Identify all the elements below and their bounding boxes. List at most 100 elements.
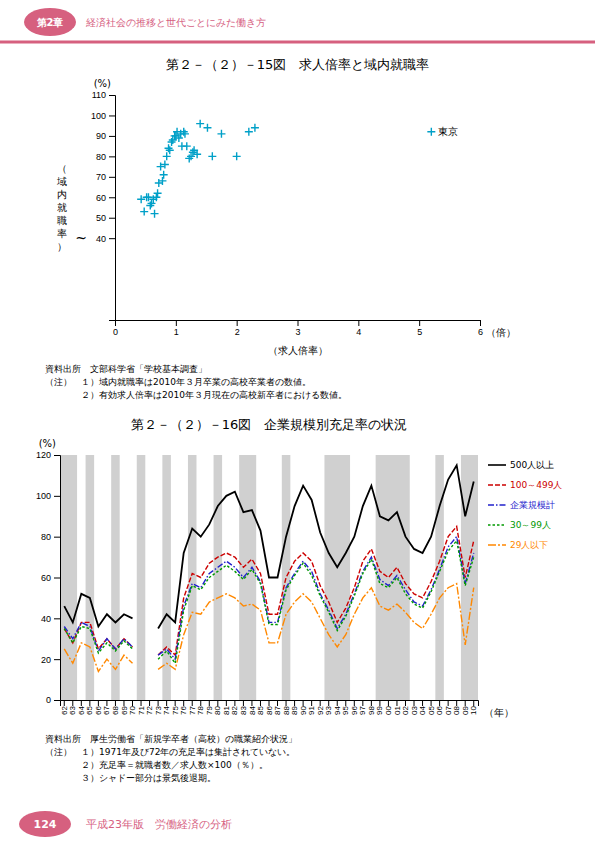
chapter-label: 第2章 bbox=[36, 17, 64, 28]
scatter-point bbox=[233, 152, 241, 160]
shaded-band bbox=[188, 455, 197, 700]
legend-item: 500人以上 bbox=[488, 460, 554, 470]
x-axis-tick-mark bbox=[294, 700, 295, 706]
x-axis-tick-mark bbox=[277, 700, 278, 706]
y-axis-tick: 120 bbox=[36, 450, 60, 460]
series-line bbox=[64, 526, 473, 655]
y-axis-tick-label: 80 bbox=[96, 152, 106, 162]
x-axis-tick-mark bbox=[379, 700, 380, 706]
scatter-point bbox=[251, 124, 259, 132]
x-axis-tick-mark bbox=[132, 700, 133, 706]
legend-swatch bbox=[488, 524, 506, 526]
chart-scatter: 第２－（２）－15図 求人倍率と域内就職率0123456405060708090… bbox=[45, 57, 516, 400]
x-axis-tick-mark bbox=[141, 700, 142, 706]
y-axis-tick: 80 bbox=[41, 532, 60, 542]
y-axis-tick: 80 bbox=[96, 152, 115, 162]
legend-swatch bbox=[488, 504, 506, 506]
x-axis-tick-mark bbox=[192, 700, 193, 706]
x-axis-tick-label: 1 bbox=[174, 327, 179, 337]
x-axis-tick-mark bbox=[98, 700, 99, 706]
legend-label: 30～99人 bbox=[510, 520, 551, 530]
header: 第2章経済社会の推移と世代ごとにみた働き方 bbox=[0, 8, 595, 42]
x-axis-tick-mark bbox=[149, 700, 150, 706]
y-axis: 405060708090100110 bbox=[91, 90, 116, 320]
x-axis-tick-mark bbox=[439, 700, 440, 706]
header-rule bbox=[0, 41, 595, 44]
legend-label: 29人以下 bbox=[510, 540, 548, 550]
x-axis-tick-mark bbox=[320, 700, 321, 706]
x-axis-tick-mark bbox=[237, 320, 238, 326]
y-axis-tick-mark bbox=[109, 115, 115, 116]
scatter-point bbox=[148, 199, 156, 207]
legend-swatch bbox=[488, 544, 506, 546]
y-axis-tick-mark bbox=[54, 659, 60, 660]
x-axis-tick-mark bbox=[303, 700, 304, 706]
scatter-point bbox=[151, 210, 159, 218]
series-line bbox=[64, 584, 473, 672]
x-axis-tick-mark bbox=[480, 320, 481, 326]
scatter-point bbox=[189, 148, 197, 156]
legend: 500人以上100～499人企業規模計30～99人29人以下 bbox=[488, 460, 562, 550]
x-axis-tick-mark bbox=[388, 700, 389, 706]
y-axis-tick-label: 90 bbox=[96, 131, 106, 141]
page-badge bbox=[19, 811, 71, 837]
scatter-point bbox=[155, 179, 163, 187]
plot-area bbox=[137, 120, 435, 218]
x-axis-tick-mark bbox=[115, 700, 116, 706]
shaded-band bbox=[282, 455, 291, 700]
x-axis-tick-mark bbox=[362, 700, 363, 706]
y-axis-tick-mark bbox=[109, 238, 115, 239]
x-label: （求人倍率） bbox=[268, 345, 328, 356]
scatter-point bbox=[154, 189, 162, 197]
shaded-band bbox=[60, 455, 77, 700]
x-axis-tick-mark bbox=[358, 320, 359, 326]
scatter-point bbox=[180, 128, 188, 136]
x-axis-tick-mark bbox=[72, 700, 73, 706]
y-axis-tick-label: 50 bbox=[96, 213, 106, 223]
scatter-point bbox=[245, 128, 253, 136]
x-axis-tick-label: 4 bbox=[356, 327, 361, 337]
note: （注） １）1971年及び72年の充足率は集計されていない。 bbox=[45, 747, 295, 757]
y-axis-tick: 100 bbox=[36, 491, 60, 501]
note: 資料出所 厚生労働省「新規学卒者（高校）の職業紹介状況」 bbox=[45, 734, 297, 744]
x-axis-tick-mark bbox=[226, 700, 227, 706]
y-axis-tick-mark bbox=[54, 455, 60, 456]
x-axis-tick-mark bbox=[465, 700, 466, 706]
x-axis-tick-mark bbox=[176, 320, 177, 326]
x-axis-tick-mark bbox=[371, 700, 372, 706]
y-axis-tick-label: 110 bbox=[92, 90, 106, 100]
y-axis-tick-label: 20 bbox=[41, 655, 51, 665]
y-axis-tick-label: 40 bbox=[96, 234, 106, 244]
x-axis-tick: 6 bbox=[478, 320, 483, 337]
legend-item: 100～499人 bbox=[488, 480, 562, 490]
scatter-point bbox=[158, 177, 166, 185]
y-axis-tick-label: 80 bbox=[41, 532, 51, 542]
x-axis-tick: 3 bbox=[295, 320, 300, 337]
scatter-point bbox=[193, 150, 201, 158]
y-axis-tick: 100 bbox=[91, 111, 115, 121]
y-axis-line bbox=[109, 96, 116, 321]
chart-title: 第２－（２）－16図 企業規模別充足率の状況 bbox=[131, 417, 408, 432]
x-axis-tick-mark bbox=[298, 320, 299, 326]
annotation: ~ bbox=[75, 230, 87, 246]
chapter-badge bbox=[24, 8, 76, 36]
y-axis-tick: 110 bbox=[92, 90, 115, 100]
x-axis-tick-mark bbox=[354, 700, 355, 706]
x-axis-line bbox=[61, 701, 479, 707]
page: 第2章経済社会の推移と世代ごとにみた働き方第２－（２）－15図 求人倍率と域内就… bbox=[0, 0, 595, 842]
x-unit: （倍） bbox=[486, 327, 516, 338]
scatter-point bbox=[166, 146, 174, 154]
y-axis-tick: 40 bbox=[41, 614, 60, 624]
x-axis-tick-mark bbox=[209, 700, 210, 706]
y-axis-tick-label: 60 bbox=[41, 573, 51, 583]
y-axis-tick: 60 bbox=[41, 573, 60, 583]
x-axis-tick-mark bbox=[337, 700, 338, 706]
x-axis-tick-mark bbox=[328, 700, 329, 706]
y-label: （域内就職率） bbox=[56, 163, 67, 252]
x-axis-tick-mark bbox=[243, 700, 244, 706]
y-axis-tick-mark bbox=[109, 177, 115, 178]
plot-area bbox=[60, 455, 478, 700]
scatter-point bbox=[181, 130, 189, 138]
note: 資料出所 文部科学省「学校基本調査」 bbox=[45, 364, 207, 374]
y-axis-tick: 70 bbox=[96, 172, 115, 182]
